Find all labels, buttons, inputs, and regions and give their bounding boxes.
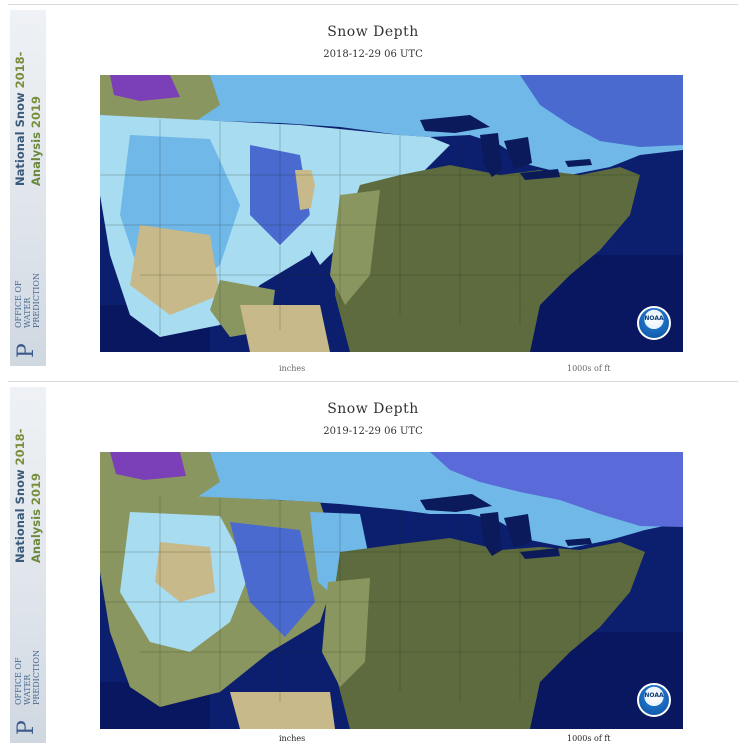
panel-frame [8, 381, 738, 749]
snow-depth-panel-2018: P OFFICE OF WATER PREDICTION National Sn… [8, 4, 738, 373]
us-snow-map-2018 [100, 75, 683, 352]
snow-depth-map: NOAA [100, 75, 683, 352]
owp-logo-letter: P [14, 343, 39, 358]
noaa-logo: NOAA [637, 306, 671, 340]
legend-units-inches: inches [279, 364, 306, 373]
owp-text: OFFICE OF WATER PREDICTION [14, 650, 41, 705]
legend-units-elevation: 1000s of ft [567, 734, 611, 743]
snow-depth-panel-2019: P OFFICE OF WATER PREDICTION National Sn… [8, 381, 738, 749]
noaa-logo: NOAA [637, 683, 671, 717]
legend-units-inches: inches [279, 734, 306, 743]
map-timestamp: 2019-12-29 06 UTC [323, 426, 423, 437]
legend-units-elevation: 1000s of ft [567, 364, 611, 373]
nsa-sidebar: P OFFICE OF WATER PREDICTION National Sn… [10, 10, 46, 366]
map-timestamp: 2018-12-29 06 UTC [323, 49, 423, 60]
panel-frame [8, 4, 738, 372]
nsa-program-title: National Snow 2018- [13, 51, 27, 186]
owp-logo-letter: P [14, 720, 39, 735]
us-snow-map-2019 [100, 452, 683, 729]
map-title: Snow Depth [327, 401, 419, 417]
snow-depth-map: NOAA [100, 452, 683, 729]
owp-text: OFFICE OF WATER PREDICTION [14, 273, 41, 328]
map-title: Snow Depth [327, 24, 419, 40]
nsa-sidebar: P OFFICE OF WATER PREDICTION National Sn… [10, 387, 46, 743]
nsa-program-subtitle: Analysis 2019 [29, 96, 43, 186]
nsa-program-subtitle: Analysis 2019 [29, 473, 43, 563]
nsa-program-title: National Snow 2018- [13, 428, 27, 563]
